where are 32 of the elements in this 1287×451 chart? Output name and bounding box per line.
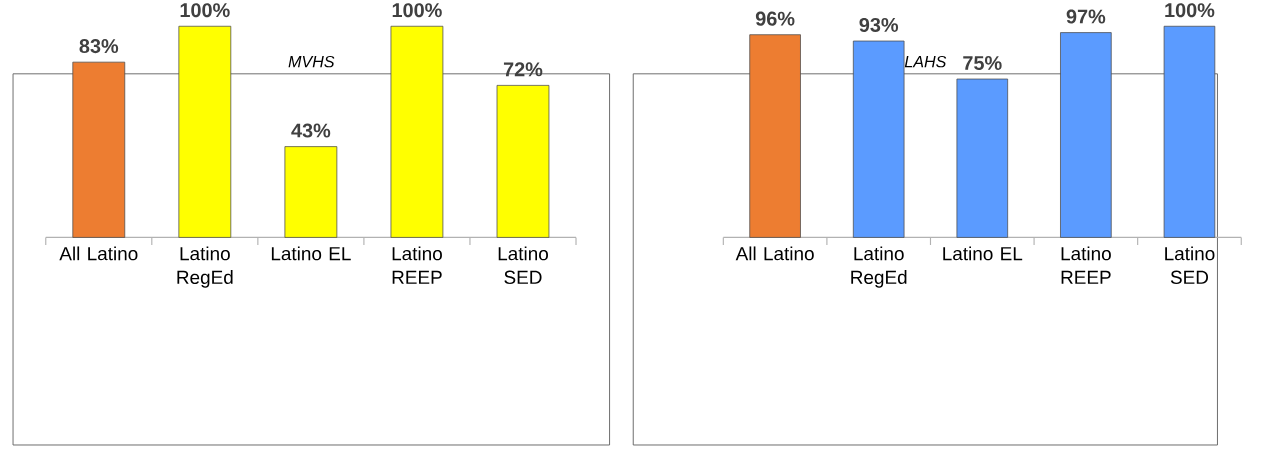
text: MVHS [288,56,335,68]
bar [1060,32,1112,238]
bar [749,34,801,238]
x-tick-label: Latino SED [1165,246,1215,285]
x-tick-label: Latino REEP [392,246,442,284]
x-tick-label: Latino EL [271,246,351,261]
bar [178,26,232,238]
x-tick-label: Latino RegEd [851,246,907,288]
bar [390,26,444,238]
data-label: 97% [1066,9,1106,24]
data-label: 75% [963,56,1002,71]
x-tick-label: All Latino [59,246,138,261]
bar [284,146,338,238]
data-label: 100% [180,3,230,18]
x-tick-label: Latino RegEd [177,246,233,288]
x-tick-label: Latino REEP [1061,246,1111,284]
bar [1163,26,1216,238]
bar [496,85,550,238]
bar [852,40,905,238]
data-label: 72% [503,62,543,77]
data-label: 83% [79,39,119,54]
data-label: 93% [859,18,899,33]
x-tick-label: Latino SED [498,246,548,285]
data-label: 43% [291,123,331,138]
x-tick-label: All Latino [735,246,814,261]
data-label: 100% [392,3,442,18]
bar [72,61,126,238]
x-tick-label: Latino EL [943,246,1023,261]
bar [956,78,1009,238]
data-label: 96% [755,11,795,26]
text: LAHS [904,56,947,68]
data-label: 100% [1165,3,1215,18]
